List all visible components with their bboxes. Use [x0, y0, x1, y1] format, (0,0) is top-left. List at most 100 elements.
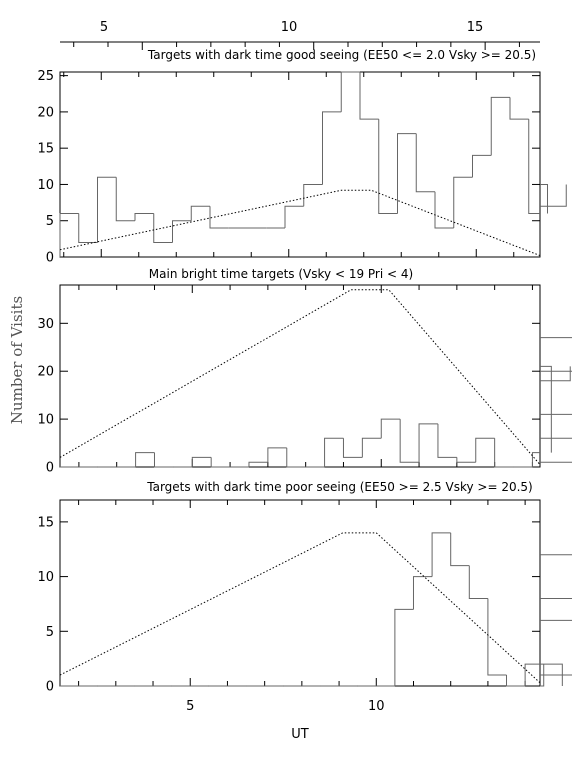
histogram-bin	[540, 664, 545, 687]
panel-dark-poor-seeing: Targets with dark time poor seeing (EE50…	[37, 480, 572, 714]
histogram-bin	[135, 452, 155, 467]
histogram-bin	[540, 597, 572, 599]
histogram-bin	[342, 438, 363, 458]
histogram-bin	[540, 554, 572, 556]
histogram-bin	[359, 72, 379, 120]
histogram-bin	[172, 220, 192, 243]
histogram-bin	[490, 96, 510, 156]
histogram-bin	[540, 366, 571, 382]
y-tick-label: 20	[37, 105, 54, 120]
histogram-bin	[399, 419, 420, 463]
histogram-bin	[431, 532, 451, 577]
histogram-bin	[506, 675, 526, 687]
y-tick-label: 0	[46, 461, 54, 476]
x-axis-label: UT	[291, 727, 309, 742]
histogram-bin	[434, 191, 454, 229]
histogram-bin	[340, 71, 360, 112]
histogram-bin	[322, 111, 342, 185]
y-tick-label: 10	[37, 178, 54, 193]
histogram-bin	[153, 452, 174, 468]
histogram-bin	[97, 176, 117, 243]
histogram-bin	[472, 154, 492, 178]
histogram-bin	[531, 452, 540, 467]
histogram-bin	[540, 597, 572, 599]
histogram-bin	[209, 206, 229, 229]
histogram-bin	[509, 97, 529, 120]
histogram	[60, 337, 572, 468]
histogram-bin	[412, 576, 433, 610]
histogram-bin	[284, 205, 304, 228]
histogram-bin	[528, 119, 540, 214]
y-tick-label: 5	[46, 214, 54, 229]
histogram-bin	[540, 337, 572, 339]
panel-dark-good-seeing: Targets with dark time good seeing (EE50…	[37, 48, 567, 266]
histogram-bin	[394, 608, 414, 686]
histogram-bin	[540, 183, 548, 214]
histogram-bin	[191, 456, 212, 467]
histogram-bin	[153, 213, 173, 243]
y-tick-label: 25	[37, 69, 54, 84]
envelope-line	[59, 532, 541, 684]
y-tick-label: 5	[46, 625, 54, 640]
x-tick-label: 5	[186, 699, 194, 714]
histogram-bin	[540, 413, 572, 415]
histogram-bin	[453, 176, 473, 228]
histogram-bin	[415, 133, 435, 193]
top-axis-tick-label: 10	[281, 20, 298, 35]
histogram-bin	[248, 461, 268, 467]
envelope-line	[59, 289, 541, 465]
histogram-bin	[540, 619, 572, 621]
panel-title: Targets with dark time poor seeing (EE50…	[146, 480, 532, 494]
y-tick-label: 10	[37, 570, 54, 585]
histogram-bin	[303, 183, 323, 207]
plot-frame	[59, 284, 541, 468]
y-tick-label: 0	[46, 680, 54, 695]
y-tick-label: 20	[37, 365, 54, 380]
histogram-bin	[190, 205, 210, 221]
histogram-bin	[286, 447, 306, 468]
histogram-bin	[418, 423, 438, 463]
plot-frame	[59, 71, 541, 258]
histogram-bin	[115, 177, 135, 222]
panel-bright-time: Main bright time targets (Vsky < 19 Pri …	[37, 267, 572, 476]
histogram	[60, 532, 572, 687]
histogram-bin	[475, 437, 495, 463]
y-tick-label: 10	[37, 413, 54, 428]
y-tick-label: 15	[37, 142, 54, 157]
y-tick-label: 0	[46, 251, 54, 266]
y-tick-label: 15	[37, 515, 54, 530]
histogram-bin	[456, 457, 476, 463]
top-axis-tick-label: 5	[100, 20, 108, 35]
x-tick-label: 10	[368, 699, 385, 714]
histogram-bin	[494, 438, 514, 468]
histogram-bin	[59, 212, 79, 257]
panel-title: Targets with dark time good seeing (EE50…	[147, 48, 536, 62]
histogram-bin	[210, 457, 231, 468]
histogram-bin	[437, 423, 457, 458]
histogram-bin	[380, 418, 401, 439]
histogram-bin	[134, 212, 154, 221]
histogram-bin	[540, 674, 572, 676]
histogram-bin	[324, 437, 344, 467]
histogram-bin	[524, 663, 540, 686]
histogram-bin	[540, 184, 567, 207]
histogram-bin	[540, 365, 552, 453]
histogram	[59, 71, 567, 257]
panel-title: Main bright time targets (Vsky < 19 Pri …	[149, 267, 413, 281]
histogram-bin	[450, 532, 470, 567]
histogram-bin	[468, 565, 488, 599]
histogram-bin	[361, 437, 382, 458]
histogram-bin	[540, 437, 572, 439]
histogram-bin	[397, 133, 417, 214]
top-axis-tick-label: 15	[467, 20, 484, 35]
y-tick-label: 30	[37, 317, 54, 332]
y-axis-label: Number of Visits	[8, 296, 26, 424]
histogram-bin	[487, 598, 507, 676]
envelope-line	[59, 189, 541, 257]
histogram-bin	[378, 119, 398, 214]
top-axis: 5 10 15	[60, 20, 540, 50]
plot-frame	[59, 499, 541, 687]
histogram-bin	[78, 213, 98, 243]
histogram-bin	[540, 663, 563, 686]
